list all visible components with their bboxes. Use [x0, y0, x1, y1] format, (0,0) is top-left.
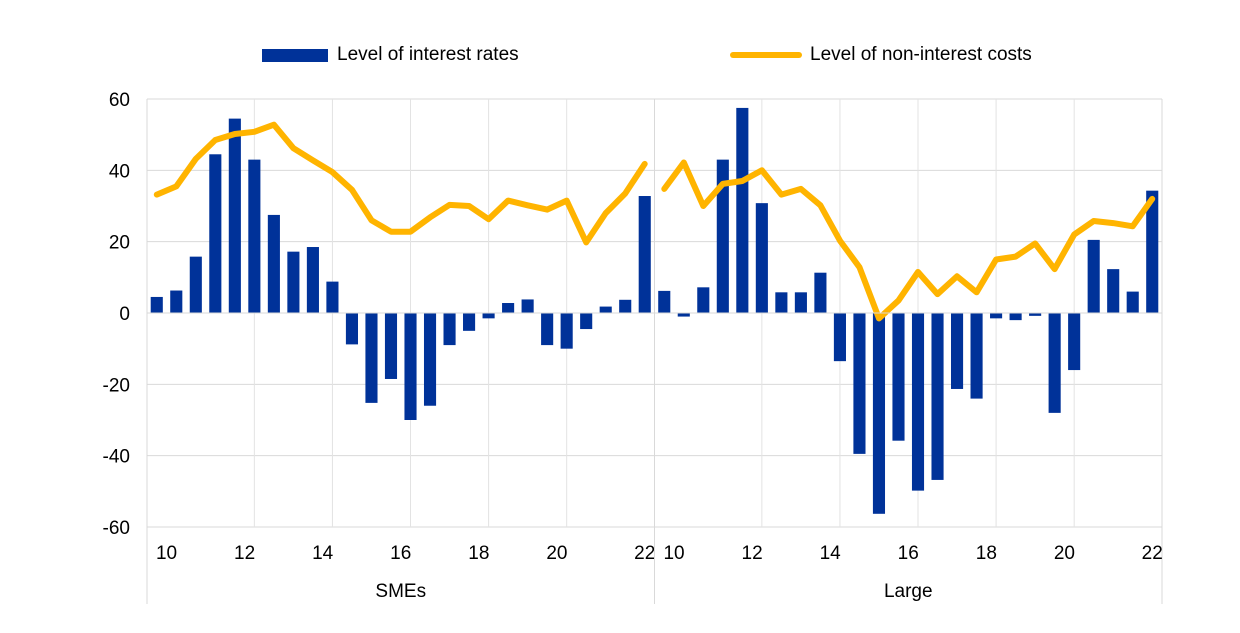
- bar: [189, 256, 202, 313]
- panel-label: SMEs: [375, 581, 426, 602]
- bar: [1126, 291, 1139, 313]
- x-tick-label: 20: [1054, 543, 1075, 564]
- bar: [326, 281, 339, 313]
- bar: [580, 313, 593, 330]
- bar: [1087, 239, 1100, 313]
- y-tick-label: -60: [103, 518, 130, 539]
- legend-item-non-interest-costs: Level of non-interest costs: [730, 44, 1032, 66]
- bar: [1146, 190, 1159, 313]
- bar: [990, 313, 1003, 319]
- bar: [892, 313, 905, 441]
- bar: [384, 313, 398, 379]
- bar: [599, 306, 612, 313]
- chart-legend: Level of interest rates Level of non-int…: [0, 44, 1240, 72]
- bar: [170, 290, 183, 313]
- bar: [248, 159, 261, 313]
- x-tick-label: 18: [468, 543, 489, 564]
- bar: [482, 313, 495, 319]
- bar: [502, 303, 515, 313]
- legend-label-interest-rates: Level of interest rates: [337, 44, 519, 65]
- x-tick-label: 22: [634, 543, 655, 564]
- legend-item-interest-rates: Level of interest rates: [262, 44, 519, 66]
- y-tick-label: -20: [103, 375, 130, 396]
- x-tick-label: 20: [546, 543, 567, 564]
- bar: [638, 196, 651, 313]
- bar: [365, 313, 378, 403]
- bar: [560, 313, 573, 349]
- bar: [443, 313, 456, 346]
- bar: [872, 313, 886, 514]
- bar: [541, 313, 554, 346]
- bar: [1009, 313, 1022, 321]
- bar: [619, 299, 632, 313]
- y-tick-label: -40: [103, 447, 130, 468]
- bar: [1068, 313, 1081, 371]
- x-tick-label: 10: [156, 543, 177, 564]
- bar: [853, 313, 866, 454]
- bar: [463, 313, 476, 331]
- y-tick-label: 20: [109, 233, 130, 254]
- bar: [931, 313, 944, 480]
- x-tick-label: 10: [663, 543, 684, 564]
- bar: [833, 313, 846, 362]
- x-tick-label: 16: [390, 543, 411, 564]
- bar: [677, 313, 690, 317]
- x-tick-label: 16: [898, 543, 919, 564]
- panel-label: Large: [884, 581, 933, 602]
- legend-swatch-line: [730, 52, 802, 58]
- x-tick-label: 14: [820, 543, 842, 564]
- x-tick-label: 22: [1142, 543, 1163, 564]
- bar: [521, 299, 534, 313]
- line-series: [661, 159, 1156, 322]
- bar: [814, 272, 827, 313]
- bar: [267, 214, 280, 313]
- legend-swatch-bar: [262, 48, 328, 62]
- x-tick-label: 14: [312, 543, 334, 564]
- bar: [658, 290, 671, 313]
- bar: [697, 287, 710, 313]
- bar: [794, 292, 807, 313]
- bar: [228, 118, 241, 313]
- y-tick-label: 0: [119, 304, 130, 325]
- bar: [306, 247, 319, 313]
- x-tick-label: 12: [742, 543, 763, 564]
- bar: [775, 292, 788, 313]
- bar: [1029, 313, 1042, 316]
- bar: [755, 203, 768, 313]
- x-tick-label: 18: [976, 543, 997, 564]
- bar: [287, 251, 300, 313]
- bar: [716, 159, 729, 313]
- bar: [1048, 313, 1061, 413]
- bar: [423, 313, 437, 406]
- bar: [345, 313, 359, 345]
- bar: [736, 107, 749, 314]
- bar: [209, 154, 222, 313]
- bar: [404, 313, 417, 420]
- bar: [970, 313, 983, 399]
- line-series: [153, 121, 648, 246]
- y-tick-label: 60: [109, 90, 130, 111]
- bar: [911, 313, 925, 491]
- bar: [1107, 269, 1120, 313]
- x-tick-label: 12: [234, 543, 255, 564]
- bar: [950, 313, 964, 389]
- bar: [150, 296, 163, 313]
- y-tick-label: 40: [109, 161, 130, 182]
- legend-label-non-interest-costs: Level of non-interest costs: [810, 44, 1032, 65]
